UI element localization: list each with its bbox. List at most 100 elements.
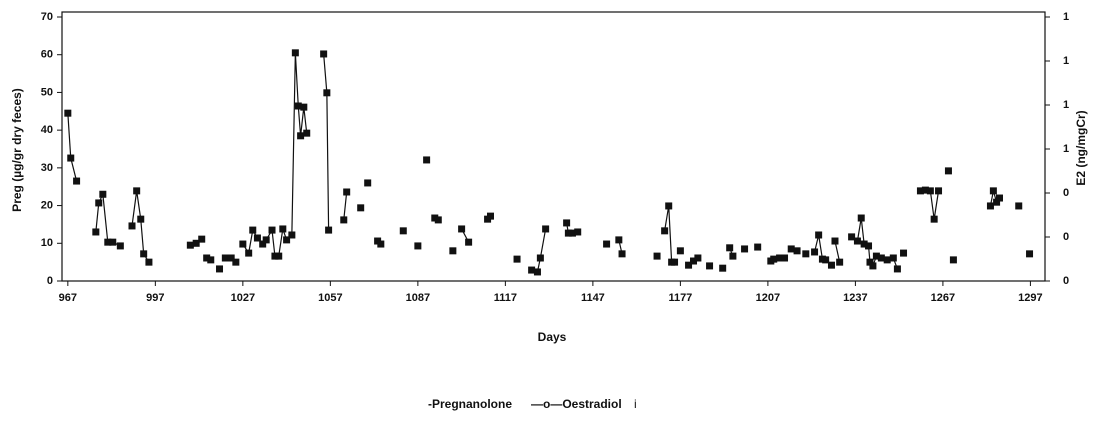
y-tick-label: 30: [41, 162, 53, 174]
data-point: [787, 245, 795, 253]
data-point: [993, 198, 1001, 206]
x-tick-label: 1237: [843, 292, 867, 304]
data-point: [776, 254, 784, 262]
data-point: [563, 219, 571, 227]
x-tick-label: 1057: [318, 292, 342, 304]
x-tick-label: 1177: [668, 292, 692, 304]
data-point: [781, 254, 789, 262]
data-point: [944, 167, 952, 175]
data-point: [99, 190, 107, 198]
data-point: [848, 233, 856, 241]
data-point: [995, 194, 1003, 202]
data-point: [133, 187, 141, 195]
data-point: [564, 229, 572, 237]
data-point: [300, 103, 308, 111]
data-point: [883, 256, 891, 264]
data-point: [542, 225, 550, 233]
y-tick-label: 50: [41, 86, 53, 98]
data-point: [653, 252, 661, 260]
data-point: [423, 156, 431, 164]
data-point: [741, 245, 749, 253]
series-line: [68, 53, 1030, 272]
data-point: [227, 254, 235, 262]
data-point: [291, 49, 299, 57]
data-point: [294, 102, 302, 110]
data-point: [811, 248, 819, 256]
data-point: [866, 258, 874, 266]
data-point: [661, 227, 669, 235]
data-point: [271, 252, 279, 260]
data-point: [853, 237, 861, 245]
data-point: [935, 187, 943, 195]
data-point: [203, 254, 211, 262]
data-point: [618, 250, 626, 258]
data-point: [297, 132, 305, 140]
y2-tick-label: 1: [1063, 11, 1069, 23]
y-tick-label: 10: [41, 237, 53, 249]
data-point: [1015, 202, 1023, 210]
data-point: [104, 238, 112, 246]
data-point: [207, 256, 215, 264]
data-point: [275, 252, 283, 260]
data-point: [64, 109, 72, 117]
data-point: [323, 89, 331, 97]
data-point: [303, 129, 311, 137]
data-point: [889, 254, 897, 262]
data-point: [921, 186, 929, 194]
data-point: [186, 241, 194, 249]
x-tick-label: 1147: [581, 292, 605, 304]
data-point: [109, 238, 117, 246]
data-point: [128, 222, 136, 230]
data-point: [198, 235, 206, 243]
x-tick-label: 997: [146, 292, 164, 304]
data-point: [364, 179, 372, 187]
data-point: [279, 225, 287, 233]
data-point: [245, 249, 253, 257]
x-tick-label: 1267: [931, 292, 955, 304]
data-point: [900, 249, 908, 257]
data-point: [325, 226, 333, 234]
data-point: [690, 257, 698, 265]
data-point: [930, 215, 938, 223]
data-point: [1026, 250, 1034, 258]
data-point: [239, 240, 247, 248]
data-point: [399, 227, 407, 235]
data-point: [288, 231, 296, 239]
data-point: [916, 187, 924, 195]
data-point: [926, 187, 934, 195]
data-point: [822, 256, 830, 264]
data-point: [95, 199, 103, 207]
y2-tick-label: 1: [1063, 99, 1069, 111]
data-point: [137, 215, 145, 223]
data-point: [676, 247, 684, 255]
data-point: [536, 254, 544, 262]
data-point: [116, 242, 124, 250]
data-point: [893, 265, 901, 273]
x-tick-label: 1297: [1018, 292, 1042, 304]
y-tick-label: 40: [41, 124, 53, 136]
data-point: [802, 250, 810, 258]
data-point: [986, 202, 994, 210]
data-point: [603, 240, 611, 248]
data-point: [685, 261, 693, 269]
data-point: [831, 237, 839, 245]
data-point: [262, 236, 270, 244]
data-point: [92, 228, 100, 236]
data-point: [719, 264, 727, 272]
data-point: [665, 202, 673, 210]
data-point: [259, 240, 267, 248]
data-point: [989, 187, 997, 195]
data-point: [216, 265, 224, 273]
data-point: [449, 247, 457, 255]
data-point: [357, 204, 365, 212]
data-point: [343, 188, 351, 196]
data-point: [414, 242, 422, 250]
data-point: [815, 231, 823, 239]
y2-axis-title: E2 (ng/mgCr): [1074, 110, 1088, 185]
plot-frame: [61, 11, 1046, 282]
data-point: [671, 258, 679, 266]
data-point: [249, 226, 257, 234]
y-tick-label: 0: [47, 275, 53, 287]
x-tick-label: 1087: [406, 292, 430, 304]
